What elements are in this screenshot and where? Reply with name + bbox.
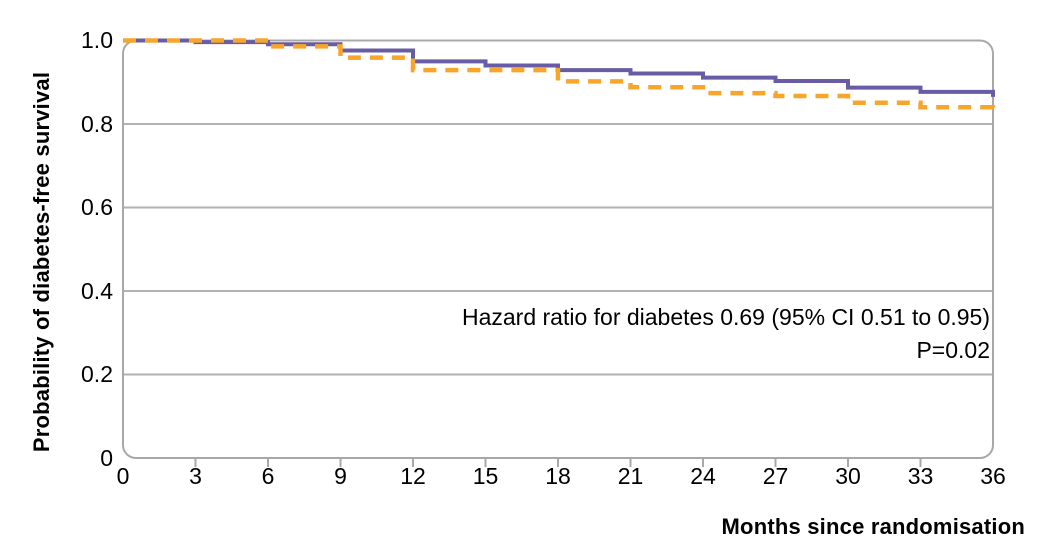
- x-tick-label: 12: [400, 463, 426, 489]
- y-axis-title: Probability of diabetes-free survival: [29, 71, 54, 453]
- x-tick-label: 24: [690, 463, 716, 489]
- hazard-ratio-annotation: Hazard ratio for diabetes 0.69 (95% CI 0…: [462, 301, 990, 367]
- x-tick-label: 9: [334, 463, 347, 489]
- y-tick-label: 0.6: [81, 194, 113, 220]
- x-tick-label: 15: [472, 463, 499, 489]
- x-tick-label: 27: [762, 463, 789, 489]
- y-tick-label: 0: [100, 444, 113, 471]
- x-tick-label: 18: [545, 463, 571, 489]
- survival-curve-dashed: [123, 38, 996, 114]
- x-tick-label: 21: [617, 463, 644, 489]
- x-tick-label: 6: [261, 463, 275, 489]
- x-tick-label: 30: [835, 463, 861, 489]
- y-tick-label: 0.4: [81, 277, 113, 304]
- x-tick-label: 3: [189, 463, 202, 489]
- p-value-text: P=0.02: [916, 337, 990, 363]
- x-tick-label: 36: [980, 463, 1006, 489]
- x-axis-title: Months since randomisation: [721, 514, 1025, 539]
- y-tick-label: 1.0: [81, 27, 113, 53]
- x-tick-label: 0: [116, 463, 130, 489]
- hazard-ratio-text: Hazard ratio for diabetes 0.69 (95% CI 0…: [461, 304, 990, 330]
- y-tick-label: 0.8: [81, 110, 113, 137]
- x-tick-label: 33: [907, 463, 934, 489]
- y-tick-label: 0.2: [81, 361, 113, 387]
